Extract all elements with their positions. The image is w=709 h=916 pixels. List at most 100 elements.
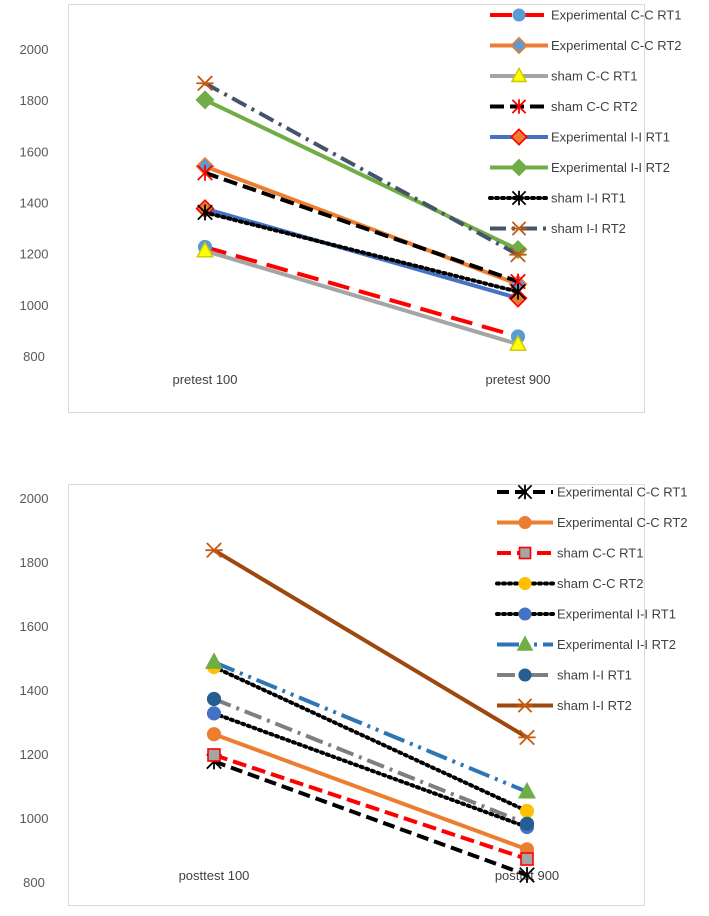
legend-item: Experimental C-C RT2	[497, 515, 688, 530]
data-point-marker	[519, 803, 535, 819]
legend-marker	[518, 546, 532, 560]
data-point-marker	[206, 706, 222, 721]
data-point-marker	[518, 781, 536, 799]
x-category-label: posttest 100	[179, 868, 250, 883]
data-point-marker	[205, 652, 223, 669]
legend-label: sham C-C RT1	[551, 69, 637, 84]
legend-item: sham I-I RT1	[497, 668, 632, 683]
legend-label: sham I-I RT1	[551, 191, 626, 206]
legend-item: Experimental I-I RT1	[490, 128, 670, 146]
legend-label: Experimental C-C RT2	[551, 38, 682, 53]
series-line	[213, 732, 528, 852]
series-line	[213, 753, 528, 861]
series-6	[197, 204, 526, 300]
legend-marker	[518, 668, 532, 682]
legend-label: sham C-C RT1	[557, 546, 643, 561]
chart-pretest: 800 1000 1200 1400 1600 1800 2000 pretest 100 pr…	[20, 4, 682, 413]
series-2	[196, 240, 527, 351]
series-0	[197, 239, 526, 344]
legend-marker	[511, 190, 527, 206]
series-line	[204, 245, 519, 339]
legend-label: Experimental I-I RT2	[557, 637, 676, 652]
legend-item: sham C-C RT1	[497, 546, 643, 561]
legend-label: Experimental I-I RT1	[551, 130, 670, 145]
legend-label: sham I-I RT2	[551, 221, 626, 236]
plot-frame	[68, 484, 645, 906]
series-7	[196, 75, 527, 263]
legend-item: Experimental C-C RT2	[490, 36, 682, 55]
legend-item: sham C-C RT2	[490, 99, 637, 114]
series-line	[204, 170, 519, 284]
y-tick-label: 1800	[20, 555, 49, 570]
legend-item: sham I-I RT2	[497, 698, 632, 713]
legend-label: sham C-C RT2	[551, 99, 637, 114]
series-2	[207, 748, 534, 866]
y-tick-label: 1400	[20, 683, 49, 698]
series-3	[206, 659, 535, 819]
legend-item: sham I-I RT2	[490, 221, 626, 236]
series-line	[213, 759, 528, 877]
data-point-marker	[510, 283, 526, 300]
data-point-marker	[196, 240, 214, 258]
data-point-marker	[518, 729, 536, 746]
series-line	[204, 248, 519, 347]
legend-item: Experimental C-C RT1	[490, 8, 682, 23]
y-tick-label: 2000	[20, 42, 49, 57]
legend-item: sham C-C RT1	[490, 66, 637, 84]
legend: Experimental C-C RT1 Experimental C-C RT2…	[495, 484, 688, 713]
y-tick-label: 1000	[20, 811, 49, 826]
data-point-marker	[509, 246, 527, 263]
data-point-marker	[508, 240, 528, 260]
legend-label: sham I-I RT1	[557, 668, 632, 683]
series-line	[213, 660, 528, 794]
data-point-marker	[197, 204, 213, 221]
y-tick-label: 800	[23, 349, 45, 364]
legend-marker	[510, 128, 528, 146]
x-category-label: pretest 100	[172, 372, 237, 387]
legend-label: sham C-C RT2	[557, 576, 643, 591]
data-point-marker	[520, 852, 534, 866]
legend-label: Experimental C-C RT2	[557, 515, 688, 530]
data-point-marker	[509, 334, 527, 351]
data-point-marker	[206, 691, 222, 707]
plot-frame	[68, 4, 645, 413]
legend-label: Experimental C-C RT1	[557, 485, 688, 500]
data-point-marker	[205, 542, 223, 559]
series-7	[205, 542, 536, 746]
legend-marker	[518, 515, 532, 530]
legend-item: Experimental I-I RT2	[490, 158, 670, 177]
y-tick-label: 1600	[20, 144, 49, 159]
y-tick-label: 2000	[20, 491, 49, 506]
series-line	[204, 98, 519, 252]
legend-marker	[511, 221, 527, 236]
legend-marker	[510, 158, 528, 177]
legend: Experimental C-C RT1 Experimental C-C RT2…	[488, 8, 682, 236]
series-line	[213, 697, 528, 826]
legend-marker	[518, 607, 532, 621]
series-line	[203, 210, 520, 294]
legend-marker	[510, 36, 528, 55]
series-line	[212, 665, 529, 813]
data-point-marker	[207, 748, 221, 762]
y-tick-label: 1000	[20, 298, 49, 313]
legend-marker	[512, 8, 526, 22]
legend-item: sham C-C RT2	[495, 576, 643, 591]
legend-item: Experimental I-I RT1	[495, 607, 676, 622]
series-line	[212, 711, 529, 829]
legend-marker	[517, 484, 533, 500]
legend-label: Experimental I-I RT1	[557, 607, 676, 622]
y-tick-label: 800	[23, 875, 45, 890]
legend-label: Experimental I-I RT2	[551, 160, 670, 175]
series-5	[195, 90, 528, 260]
data-point-marker	[196, 75, 214, 92]
y-tick-label: 1600	[20, 619, 49, 634]
legend-item: Experimental I-I RT2	[497, 635, 676, 652]
legend-marker	[511, 99, 527, 114]
y-tick-label: 1400	[20, 196, 49, 211]
data-point-marker	[195, 90, 215, 110]
legend-marker	[510, 66, 528, 83]
legend-label: sham I-I RT2	[557, 698, 632, 713]
x-category-label: pretest 900	[485, 372, 550, 387]
legend-marker	[516, 635, 534, 651]
